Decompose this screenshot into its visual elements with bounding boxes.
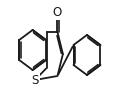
Text: O: O	[53, 6, 62, 19]
Text: S: S	[31, 74, 39, 87]
